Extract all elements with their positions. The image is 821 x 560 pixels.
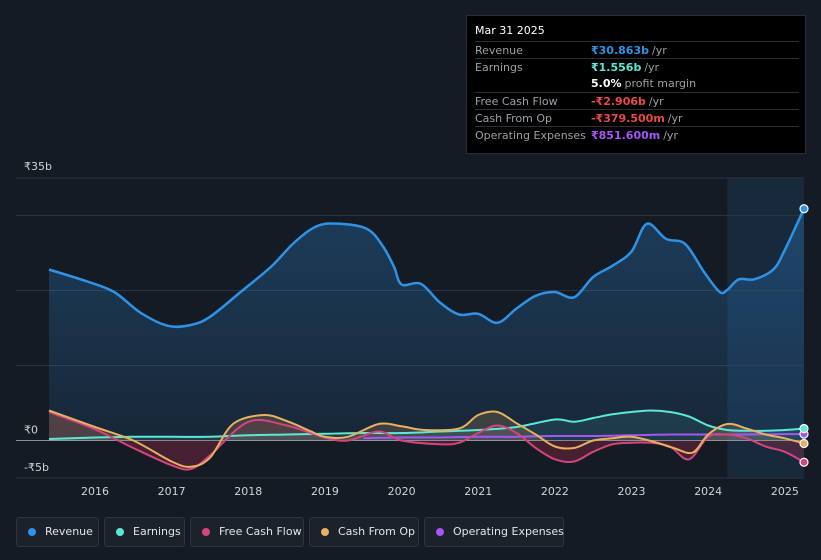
- free-cash-flow-end-point: [799, 457, 809, 467]
- tooltip-row-fcf: Free Cash Flow -₹2.906b/yr: [475, 92, 799, 110]
- revenue-line: [48, 208, 806, 329]
- tooltip-value: ₹30.863b/yr: [591, 44, 667, 57]
- tooltip-label: Free Cash Flow: [475, 95, 558, 108]
- tooltip-value: -₹2.906b/yr: [591, 95, 664, 108]
- x-tick-label: 2020: [388, 485, 416, 498]
- tooltip-row-cfo: Cash From Op -₹379.500m/yr: [475, 109, 799, 127]
- tooltip-row-earnings: Earnings ₹1.556b/yr: [475, 58, 799, 76]
- tooltip-row-revenue: Revenue ₹30.863b/yr: [475, 41, 799, 59]
- legend-dot-icon: [116, 528, 124, 536]
- revenue-area: [49, 208, 804, 441]
- x-tick-label: 2017: [158, 485, 186, 498]
- data-tooltip: Mar 31 2025 Revenue ₹30.863b/yr Earnings…: [466, 15, 806, 154]
- legend-item-revenue[interactable]: Revenue: [16, 517, 99, 547]
- tooltip-label: Operating Expenses: [475, 129, 586, 142]
- x-tick-label: 2025: [771, 485, 799, 498]
- legend-item-free-cash-flow[interactable]: Free Cash Flow: [190, 517, 304, 547]
- x-tick-label: 2022: [541, 485, 569, 498]
- earnings-line: [48, 409, 805, 440]
- tooltip-row-opex: Operating Expenses ₹851.600m/yr: [475, 126, 799, 144]
- tooltip-label: Cash From Op: [475, 112, 553, 125]
- revenue-end-point: [799, 204, 809, 214]
- y-tick-label: -₹5b: [24, 461, 49, 474]
- free-cash-flow-area-positive: [49, 412, 804, 441]
- tooltip-value: 5.0% profit margin: [591, 77, 697, 90]
- x-tick-label: 2019: [311, 485, 339, 498]
- tooltip-value: ₹1.556b/yr: [591, 61, 660, 74]
- cash-from-op-line: [48, 409, 805, 468]
- legend-item-operating-expenses[interactable]: Operating Expenses: [424, 517, 564, 547]
- operating-expenses-line: [363, 433, 804, 440]
- tooltip-value: -₹379.500m/yr: [591, 112, 683, 125]
- legend-label: Earnings: [133, 525, 181, 538]
- cash-from-op-end-point: [799, 438, 809, 449]
- tooltip-row-margin: 5.0% profit margin: [475, 75, 799, 92]
- earnings-area: [49, 410, 804, 441]
- earnings-end-point: [799, 423, 809, 434]
- y-tick-label: ₹35b: [24, 160, 52, 173]
- x-tick-label: 2023: [618, 485, 646, 498]
- x-tick-label: 2024: [694, 485, 722, 498]
- legend-label: Operating Expenses: [453, 525, 564, 538]
- legend-dot-icon: [202, 528, 210, 536]
- legend-label: Revenue: [45, 525, 93, 538]
- chart-area: ₹35b ₹0 -₹5b 2016 2017 2018 2019 2020 2021 2022 20…: [16, 160, 809, 498]
- legend-label: Free Cash Flow: [219, 525, 302, 538]
- tooltip-date: Mar 31 2025: [475, 24, 545, 37]
- x-tick-label: 2016: [81, 485, 109, 498]
- tooltip-label: Earnings: [475, 61, 523, 74]
- x-tick-label: 2018: [234, 485, 262, 498]
- legend-dot-icon: [436, 528, 444, 536]
- y-tick-label: ₹0: [24, 424, 38, 437]
- x-tick-label: 2021: [464, 485, 492, 498]
- tooltip-value: ₹851.600m/yr: [591, 129, 678, 142]
- tooltip-label: Revenue: [475, 44, 523, 57]
- legend-label: Cash From Op: [338, 525, 416, 538]
- legend-dot-icon: [321, 528, 329, 536]
- cash-from-op-area-positive: [49, 410, 804, 441]
- legend-item-cash-from-op[interactable]: Cash From Op: [309, 517, 419, 547]
- legend-dot-icon: [28, 528, 36, 536]
- legend-item-earnings[interactable]: Earnings: [104, 517, 185, 547]
